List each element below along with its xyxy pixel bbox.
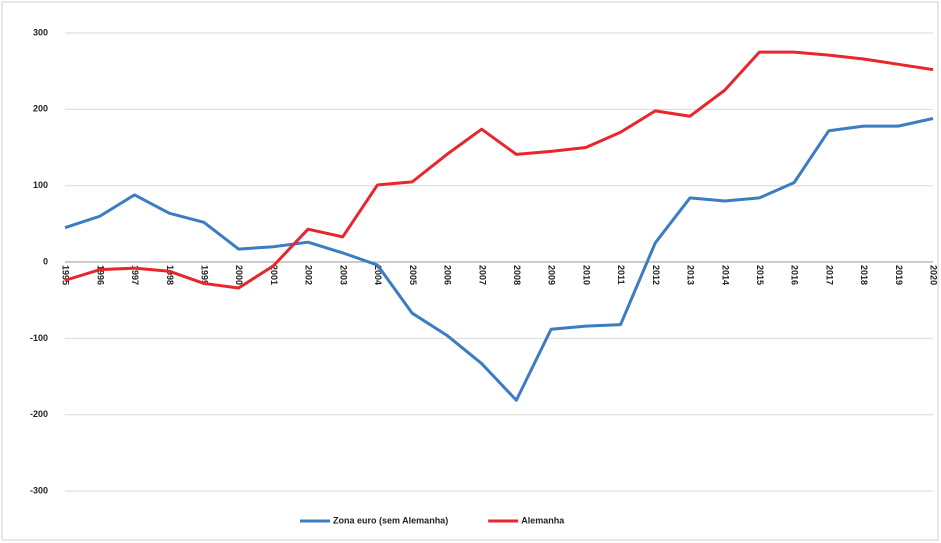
y-tick-label: 0	[43, 256, 48, 266]
x-tick-label: 2019	[894, 265, 904, 285]
x-tick-label: 2017	[824, 265, 834, 285]
y-tick-label: 100	[33, 180, 48, 190]
x-tick-label: 2008	[512, 265, 522, 285]
x-tick-label: 1996	[95, 265, 105, 285]
x-tick-label: 1998	[165, 265, 175, 285]
x-tick-label: 2001	[269, 265, 279, 285]
x-tick-label: 1999	[200, 265, 210, 285]
x-tick-label: 2016	[790, 265, 800, 285]
x-tick-label: 2012	[651, 265, 661, 285]
legend-label: Alemanha	[521, 515, 565, 525]
x-tick-label: 2002	[304, 265, 314, 285]
x-tick-label: 2010	[581, 265, 591, 285]
series-line	[64, 50, 934, 290]
x-tick-label: 2018	[859, 265, 869, 285]
x-tick-label: 2011	[616, 265, 626, 285]
x-tick-label: 1995	[61, 265, 71, 285]
x-tick-label: 2006	[443, 265, 453, 285]
x-tick-label: 2015	[755, 265, 765, 285]
x-tick-label: 2013	[686, 265, 696, 285]
legend-label: Zona euro (sem Alemanha)	[333, 515, 448, 525]
x-tick-label: 2004	[373, 265, 383, 285]
x-tick-label: 2007	[477, 265, 487, 285]
series-line	[64, 117, 934, 402]
y-tick-label: 200	[33, 104, 48, 114]
x-tick-label: 2003	[338, 265, 348, 285]
x-tick-label: 2020	[929, 265, 939, 285]
x-tick-label: 2009	[547, 265, 557, 285]
y-tick-label: 300	[33, 27, 48, 37]
y-tick-label: -200	[30, 409, 48, 419]
x-tick-label: 2014	[720, 265, 730, 285]
x-tick-label: 1997	[130, 265, 140, 285]
y-tick-label: -100	[30, 333, 48, 343]
x-tick-label: 2005	[408, 265, 418, 285]
x-tick-label: 2000	[234, 265, 244, 285]
y-tick-label: -300	[30, 485, 48, 495]
